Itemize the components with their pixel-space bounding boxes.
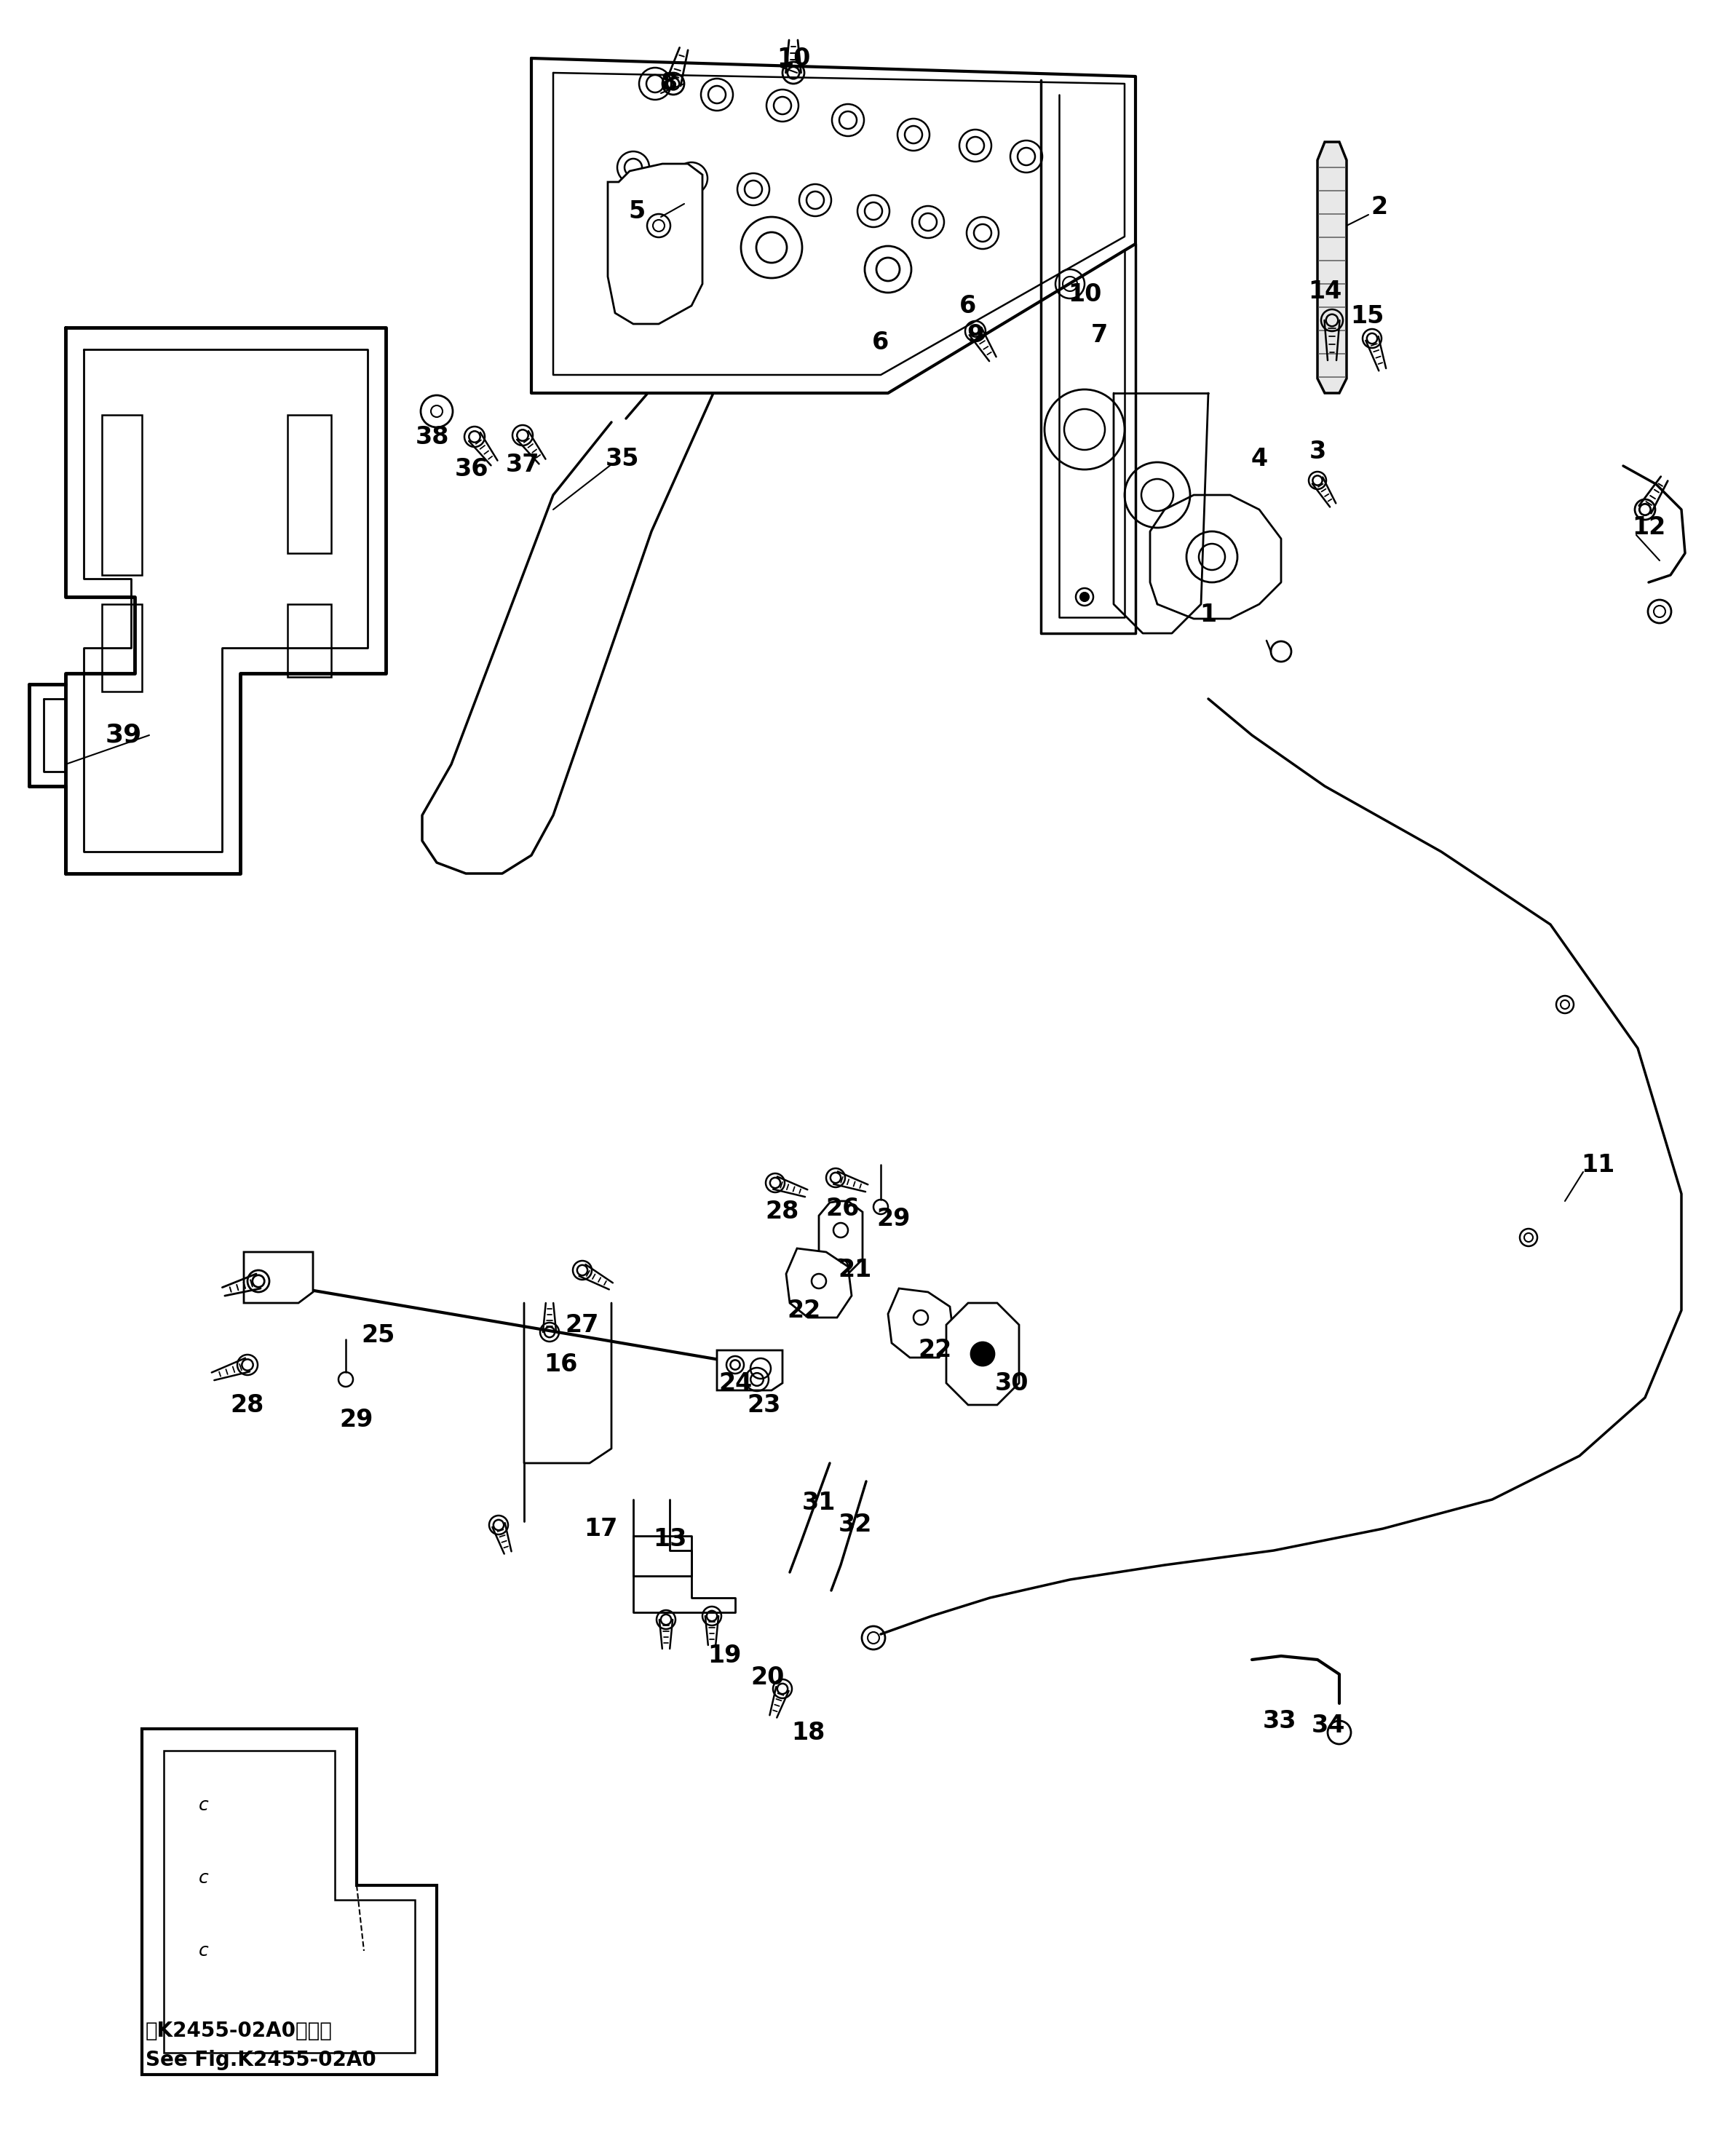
Text: 22: 22 [788,1298,821,1322]
Text: 14: 14 [1307,280,1342,303]
Text: 22: 22 [918,1339,951,1362]
Text: 11: 11 [1581,1153,1614,1176]
Text: 8: 8 [661,73,679,96]
Text: c: c [200,1870,208,1887]
Text: 33: 33 [1262,1710,1297,1734]
Text: 1: 1 [1200,602,1217,628]
Polygon shape [243,1251,312,1302]
Text: c: c [200,1796,208,1815]
Polygon shape [608,164,703,325]
Text: 30: 30 [995,1371,1029,1394]
Text: 16: 16 [543,1354,578,1377]
Polygon shape [819,1202,863,1275]
Text: 19: 19 [707,1644,741,1667]
Text: 6: 6 [960,295,977,318]
Bar [102,604,142,692]
Text: 25: 25 [361,1324,396,1347]
Text: 13: 13 [653,1527,686,1552]
Text: 10: 10 [776,47,811,70]
Text: 21: 21 [838,1258,871,1283]
Polygon shape [717,1349,783,1390]
Text: 15: 15 [1351,305,1384,329]
Polygon shape [142,1729,437,2075]
Text: 38: 38 [415,425,450,448]
Text: 3: 3 [1309,440,1326,463]
Text: 6: 6 [871,331,889,354]
Polygon shape [1318,141,1347,393]
Circle shape [970,1343,995,1366]
Text: 18: 18 [792,1721,825,1744]
Text: 7: 7 [1090,322,1108,346]
Text: 24: 24 [719,1371,752,1394]
Text: 37: 37 [505,453,540,476]
Circle shape [1080,594,1088,602]
Text: 12: 12 [1632,517,1665,540]
Text: 4: 4 [1252,446,1267,470]
Text: 23: 23 [748,1392,781,1418]
Text: 35: 35 [606,446,639,470]
Bar [102,414,142,574]
Text: 31: 31 [802,1490,835,1516]
Bar [288,604,332,677]
Bar [288,414,332,553]
Text: 29: 29 [877,1206,911,1232]
Text: 29: 29 [340,1407,373,1430]
Text: 28: 28 [231,1392,264,1418]
Text: 27: 27 [566,1313,599,1337]
Text: See Fig.K2455-02A0: See Fig.K2455-02A0 [146,2050,377,2071]
Text: 26: 26 [826,1196,859,1221]
Polygon shape [946,1302,1019,1405]
Text: 36: 36 [455,457,488,483]
Text: 20: 20 [752,1665,785,1691]
Polygon shape [786,1249,852,1317]
Text: 39: 39 [106,724,142,747]
Text: 28: 28 [766,1200,799,1223]
Text: 32: 32 [838,1514,871,1537]
Text: 第K2455-02A0図参照: 第K2455-02A0図参照 [146,2020,333,2041]
Text: 5: 5 [628,199,646,224]
Text: c: c [200,1943,208,1960]
Text: 10: 10 [1068,282,1101,307]
Text: 17: 17 [583,1516,618,1541]
Text: 9: 9 [967,322,984,346]
Polygon shape [889,1287,953,1358]
Text: 34: 34 [1311,1712,1345,1738]
Text: 2: 2 [1371,196,1387,220]
